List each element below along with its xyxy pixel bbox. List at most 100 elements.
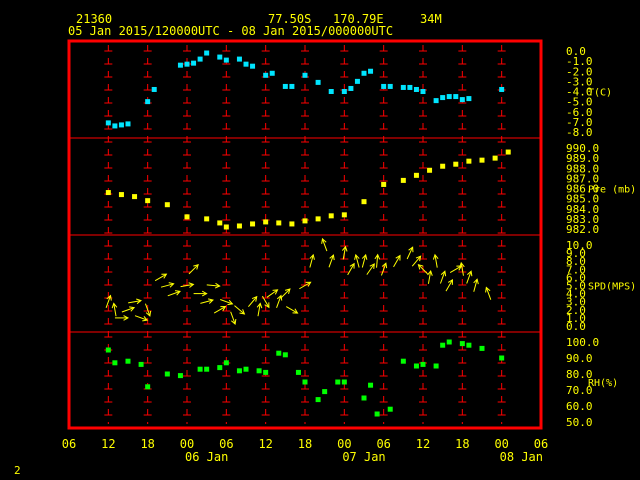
temperature-point — [315, 79, 321, 85]
wind-arrow-head — [292, 308, 299, 314]
wind-arrow-head — [251, 295, 258, 302]
wind-arrow-head — [193, 263, 199, 270]
temperature-point — [413, 86, 419, 92]
temperature-ytick-label: -8.0 — [566, 126, 593, 139]
humidity-ytick-label: 100.0 — [566, 336, 599, 349]
pressure-point — [381, 181, 387, 187]
wind-arrow — [154, 273, 167, 282]
humidity-point — [138, 361, 144, 367]
temperature-point — [223, 57, 229, 63]
humidity-point — [413, 363, 419, 369]
wind-arrow — [128, 300, 142, 304]
wind-arrow-head — [123, 315, 129, 321]
x-tick-label: 12 — [416, 437, 430, 451]
wind-arrow-head — [272, 289, 279, 295]
wind-arrow-head — [220, 306, 227, 312]
x-tick-label: 06 — [376, 437, 390, 451]
wind-ytick-label: 8.0 — [566, 255, 586, 268]
wind-arrow-head — [276, 294, 283, 301]
temperature-point — [341, 89, 347, 94]
humidity-point — [387, 406, 393, 412]
pressure-point — [263, 219, 269, 225]
wind-arrow-head — [214, 282, 221, 289]
pressure-point — [427, 167, 433, 173]
temperature-point — [387, 83, 393, 89]
pressure-ytick-label: 990.0 — [566, 142, 599, 155]
humidity-point — [282, 352, 288, 358]
wind-arrow — [361, 254, 367, 268]
temperature-point — [217, 54, 223, 60]
humidity-point — [315, 397, 321, 403]
wind-arrow-head — [417, 263, 424, 270]
x-date-label: 08 Jan — [500, 450, 543, 464]
humidity-point — [177, 373, 183, 379]
wind-arrow-head — [106, 294, 112, 301]
wind-arrow — [376, 254, 379, 268]
wind-arrow — [261, 295, 270, 308]
wind-arrow-head — [459, 261, 465, 268]
temperature-ytick-label: 0.0 — [566, 45, 586, 58]
wind-arrow-head — [447, 278, 453, 285]
wind-arrow-head — [264, 302, 270, 309]
pressure-point — [328, 213, 334, 219]
temperature-point — [348, 85, 354, 91]
temperature-point — [328, 89, 334, 94]
temperature-point — [354, 78, 360, 84]
station-location: 77.50S 170.79E — [268, 12, 384, 26]
x-date-label: 06 Jan — [185, 450, 228, 464]
wind-arrow — [180, 283, 194, 288]
wind-arrow — [328, 254, 334, 268]
pressure-point — [315, 216, 321, 222]
temperature-point — [289, 83, 295, 89]
x-date-label: 07 Jan — [342, 450, 385, 464]
pressure-ytick-label: 984.0 — [566, 203, 599, 216]
pressure-point — [276, 220, 282, 226]
temperature-point — [466, 96, 472, 102]
pressure-point — [466, 158, 472, 164]
temperature-point — [112, 123, 118, 129]
humidity-point — [236, 368, 242, 374]
humidity-point — [446, 339, 452, 345]
wind-ytick-label: 2.0 — [566, 304, 586, 317]
wind-arrow — [121, 307, 135, 313]
humidity-point — [295, 369, 301, 375]
wind-arrow-head — [227, 299, 234, 306]
wind-ytick-label: 9.0 — [566, 247, 586, 260]
humidity-point — [256, 368, 262, 374]
wind-arrow — [206, 284, 220, 287]
pressure-point — [132, 194, 138, 200]
temperature-ytick-label: -2.0 — [566, 65, 593, 78]
wind-arrow — [266, 289, 278, 298]
humidity-point — [440, 342, 446, 348]
wind-arrow-head — [395, 254, 401, 261]
wind-arrow — [134, 315, 148, 321]
humidity-panel-label: RH(%) — [588, 378, 618, 389]
pressure-point — [105, 190, 111, 196]
temperature-point — [191, 60, 197, 66]
humidity-point — [433, 363, 439, 369]
wind-arrow — [105, 295, 112, 308]
temperature-point — [400, 84, 406, 90]
wind-arrow — [309, 254, 314, 268]
temperature-point — [118, 122, 124, 128]
wind-arrow — [406, 246, 414, 260]
wind-arrow — [347, 263, 355, 276]
temperature-ytick-label: -6.0 — [566, 106, 593, 119]
wind-arrow-head — [369, 263, 375, 270]
humidity-ytick-label: 50.0 — [566, 416, 593, 429]
pressure-point — [118, 192, 124, 198]
pressure-point — [505, 149, 511, 155]
wind-arrow — [234, 305, 245, 315]
wind-arrow — [473, 279, 478, 292]
pressure-point — [250, 221, 256, 227]
x-tick-label: 12 — [258, 437, 272, 451]
wind-arrow — [276, 295, 282, 308]
humidity-point — [223, 360, 229, 366]
wind-arrow-head — [381, 262, 388, 269]
wind-arrow — [257, 303, 261, 317]
x-tick-label: 06 — [219, 437, 233, 451]
temperature-point — [433, 98, 439, 104]
wind-arrow-head — [408, 246, 414, 253]
wind-arrow-head — [256, 302, 263, 309]
pressure-point — [289, 221, 295, 227]
